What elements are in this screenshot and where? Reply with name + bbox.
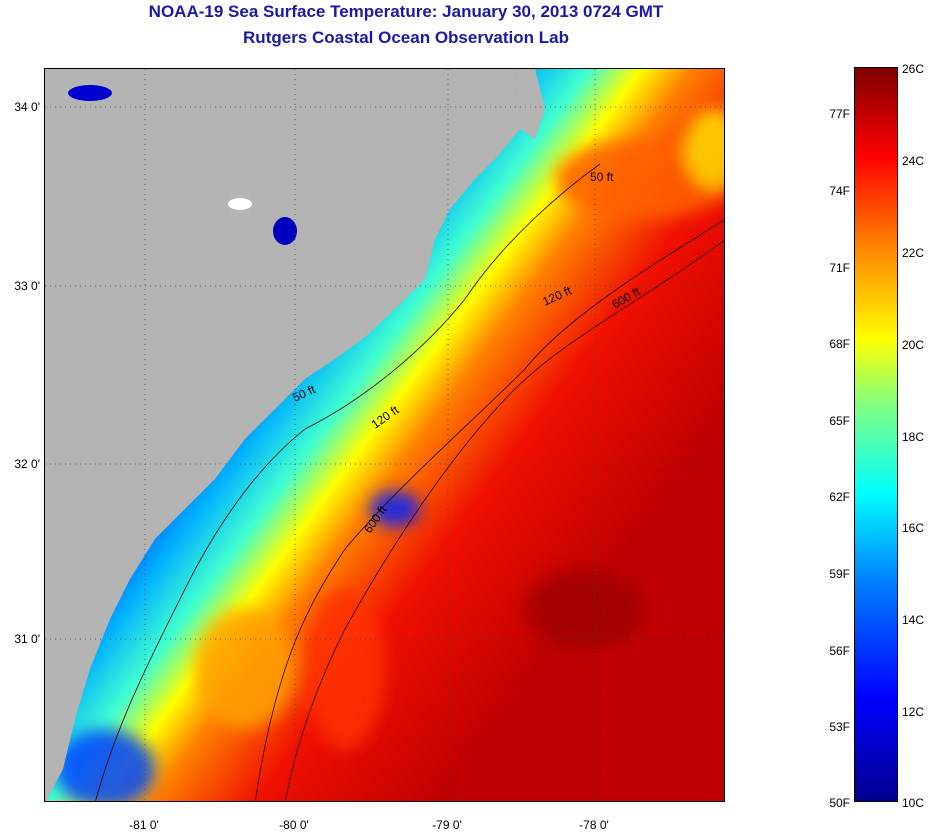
colorbar-c-label-10: 10C [902, 796, 925, 810]
lon-label-79: -79 0' [432, 818, 462, 832]
map-title: NOAA-19 Sea Surface Temperature: January… [148, 2, 664, 21]
colorbar-f-label-59: 59F [829, 567, 850, 581]
cloud-patch [228, 198, 252, 210]
colorbar-f-label-71: 71F [829, 261, 850, 275]
lat-label-31: 31 0' [14, 632, 40, 646]
lake-marion [273, 217, 297, 245]
isobath-label-50ft-north: 50 ft [590, 170, 614, 184]
colorbar-f-label-53: 53F [829, 720, 850, 734]
colorbar-f-label-65: 65F [829, 414, 850, 428]
lat-label-33: 33 0' [14, 279, 40, 293]
colorbar-f-label-68: 68F [829, 337, 850, 351]
colorbar-c-label-20: 20C [902, 338, 925, 352]
coastline-land [45, 69, 520, 801]
colorbar-c-label-22: 22C [902, 246, 925, 260]
colorbar-c-label-24: 24C [902, 154, 925, 168]
lon-label-78: -78 0' [579, 818, 609, 832]
colorbar-c-label-18: 18C [902, 430, 925, 444]
lon-label-80: -80 0' [279, 818, 309, 832]
lat-label-34: 34 0' [14, 100, 40, 114]
colorbar-f-label-50: 50F [829, 796, 850, 810]
colorbar-c-label-26: 26C [902, 62, 925, 76]
temperature-colorbar [854, 67, 898, 802]
colorbar-f-label-77: 77F [829, 107, 850, 121]
lat-lon-gridlines [45, 69, 724, 801]
colorbar-f-label-74: 74F [829, 184, 850, 198]
map-subtitle: Rutgers Coastal Ocean Observation Lab [243, 28, 569, 47]
isobaths [95, 163, 724, 801]
sst-map[interactable]: 50 ft 50 ft 120 ft 120 ft 600 ft 600 ft [44, 68, 725, 802]
cape-land [515, 69, 545, 139]
lat-label-32: 32 0' [14, 457, 40, 471]
colorbar-c-label-16: 16C [902, 521, 925, 535]
lon-label-81: -81 0' [129, 818, 159, 832]
colorbar-f-label-56: 56F [829, 644, 850, 658]
sst-map-canvas: 50 ft 50 ft 120 ft 120 ft 600 ft 600 ft [45, 69, 724, 801]
lake-north [68, 85, 112, 101]
colorbar-f-label-62: 62F [829, 490, 850, 504]
colorbar-c-label-12: 12C [902, 705, 925, 719]
colorbar-c-label-14: 14C [902, 613, 925, 627]
